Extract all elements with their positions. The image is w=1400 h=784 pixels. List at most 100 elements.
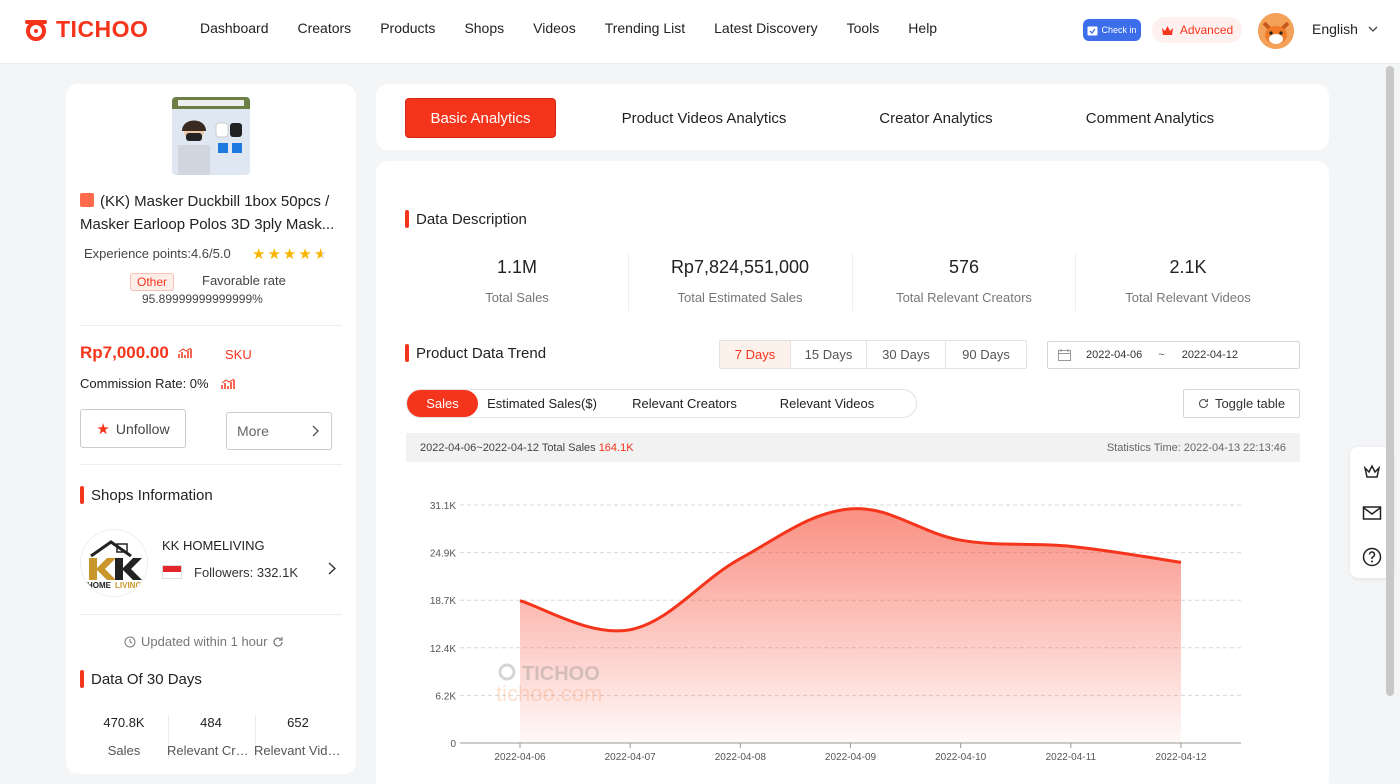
kpi-total-relevant-creators: 576 Total Relevant Creators — [853, 257, 1075, 305]
shops-information-title: Shops Information — [91, 486, 213, 504]
star-icon: ★ — [96, 420, 110, 438]
shop-logo-text-living: LIVING — [115, 581, 142, 590]
mail-icon[interactable] — [1362, 503, 1382, 523]
shop-name[interactable]: KK HOMELIVING — [162, 538, 265, 553]
toggle-table-button[interactable]: Toggle table — [1183, 389, 1300, 418]
day-tab-90[interactable]: 90 Days — [962, 347, 1010, 362]
scrollbar-thumb[interactable] — [1386, 66, 1394, 696]
nav-tools[interactable]: Tools — [846, 20, 880, 36]
kpi-label: Total Relevant Creators — [896, 290, 1032, 305]
x-tick-label: 2022-04-10 — [935, 752, 987, 763]
nav-shops[interactable]: Shops — [464, 20, 505, 36]
data-30-days-title: Data Of 30 Days — [91, 670, 202, 688]
nav-products[interactable]: Products — [380, 20, 436, 36]
tichoo-watermark: TICHOO tichoo.com — [496, 663, 602, 706]
tab-basic-analytics[interactable]: Basic Analytics — [405, 98, 556, 138]
section-accent — [80, 670, 84, 688]
product-price: Rp7,000.00 — [80, 343, 169, 362]
sales-area — [520, 508, 1181, 743]
main-nav: Dashboard Creators Products Shops Videos… — [200, 20, 937, 36]
trend-summary: 2022-04-06~2022-04-12 Total Sales 164.1K — [420, 442, 634, 454]
tichoo-logo[interactable]: TICHOO — [24, 16, 148, 43]
y-tick-label: 18.7K — [430, 596, 456, 607]
stat-label: Relevant Creators — [167, 743, 255, 758]
favorable-rate-label: Favorable rate — [202, 273, 286, 288]
unfollow-button[interactable]: ★ Unfollow — [80, 409, 186, 448]
watermark-domain: tichoo.com — [496, 681, 602, 706]
page-scrollbar[interactable] — [1384, 64, 1396, 784]
nav-videos[interactable]: Videos — [533, 20, 576, 36]
nav-dashboard[interactable]: Dashboard — [200, 20, 269, 36]
kpi-total-relevant-videos: 2.1K Total Relevant Videos — [1077, 257, 1299, 305]
day-tab-30[interactable]: 30 Days — [867, 341, 946, 368]
metric-tab-relevant-videos[interactable]: Relevant Videos — [779, 396, 875, 411]
divider — [1075, 253, 1076, 311]
stat-label: Sales — [107, 743, 141, 758]
more-button[interactable]: More — [226, 412, 332, 450]
x-tick-label: 2022-04-06 — [494, 752, 546, 763]
data-description-heading: Data Description — [405, 210, 527, 228]
divider — [628, 253, 629, 311]
nav-trending-list[interactable]: Trending List — [604, 20, 686, 36]
sales-trend-chart[interactable]: 0 6.2K 12.4K 18.7K 24.9K 31.1K 2022-04-06 2022-… — [376, 481, 1329, 781]
date-separator: ~ — [1158, 349, 1165, 361]
trend-summary-value: 164.1K — [598, 441, 634, 454]
day-tab-15[interactable]: 15 Days — [791, 341, 867, 368]
y-tick-label: 6.2K — [435, 691, 456, 702]
user-avatar[interactable] — [1258, 13, 1294, 49]
nav-latest-discovery[interactable]: Latest Discovery — [714, 20, 818, 36]
metric-tab-estimated-sales[interactable]: Estimated Sales($) — [487, 396, 597, 411]
section-accent — [80, 486, 84, 504]
date-range-picker[interactable]: 2022-04-06 ~ 2022-04-12 — [1047, 341, 1300, 369]
check-in-button[interactable]: Check in — [1083, 19, 1141, 41]
commission-trend-icon[interactable] — [221, 378, 235, 390]
kpi-total-estimated-sales: Rp7,824,551,000 Total Estimated Sales — [629, 257, 851, 305]
kpi-label: Total Sales — [485, 290, 549, 305]
product-data-trend-title: Product Data Trend — [416, 344, 547, 362]
tab-product-videos-analytics[interactable]: Product Videos Analytics — [621, 109, 787, 127]
nav-creators[interactable]: Creators — [297, 20, 352, 36]
sku-link[interactable]: SKU — [225, 347, 252, 362]
language-selector[interactable]: English — [1312, 21, 1378, 37]
stat-label: Relevant Videos — [254, 743, 342, 758]
favorable-rate-value: 95.89999999999999% — [142, 292, 263, 306]
fox-avatar-icon — [1258, 13, 1294, 49]
stat-value: 484 — [200, 715, 222, 730]
stat-relevant-creators: 484 Relevant Creators — [167, 715, 255, 758]
date-start[interactable]: 2022-04-06 — [1086, 349, 1143, 361]
nav-help[interactable]: Help — [908, 20, 938, 36]
shop-detail-chevron-icon[interactable] — [328, 562, 337, 580]
y-tick-label: 0 — [450, 739, 456, 750]
trend-summary-bar: 2022-04-06~2022-04-12 Total Sales 164.1K… — [406, 433, 1300, 462]
advanced-button[interactable]: Advanced — [1152, 17, 1242, 43]
kpi-value: 1.1M — [496, 257, 538, 277]
tab-creator-analytics[interactable]: Creator Analytics — [879, 109, 993, 127]
rating-stars: ★ ★ ★ ★ ★ — [252, 245, 327, 263]
sales-line — [519, 507, 1182, 633]
update-status-text: Updated within 1 hour — [141, 634, 268, 649]
tab-comment-analytics[interactable]: Comment Analytics — [1085, 109, 1215, 127]
metric-tabs: Sales Estimated Sales($) Relevant Creato… — [406, 389, 917, 418]
kpi-label: Total Relevant Videos — [1125, 290, 1251, 305]
analytics-panel: Data Description 1.1M Total Sales Rp7,82… — [376, 161, 1329, 784]
metric-tab-relevant-creators[interactable]: Relevant Creators — [632, 396, 737, 411]
shop-logo[interactable]: HOME LIVING — [80, 529, 148, 597]
help-icon[interactable] — [1362, 547, 1382, 567]
product-data-trend-heading: Product Data Trend — [405, 344, 546, 362]
metric-tab-sales[interactable]: Sales — [407, 390, 478, 417]
star-icon: ★ — [282, 246, 297, 263]
date-end[interactable]: 2022-04-12 — [1181, 349, 1238, 361]
kpi-value: 576 — [948, 257, 980, 277]
divider — [80, 614, 342, 615]
product-image[interactable] — [172, 97, 250, 175]
calendar-check-icon — [1087, 26, 1098, 35]
price-trend-icon[interactable] — [178, 347, 192, 359]
product-title[interactable]: (KK) Masker Duckbill 1box 50pcs / Masker… — [80, 190, 346, 236]
day-tab-7[interactable]: 7 Days — [720, 341, 791, 368]
half-star-icon: ★ — [313, 246, 328, 263]
shop-logo-text-home: HOME — [87, 581, 112, 590]
divider — [80, 464, 342, 465]
refresh-icon[interactable] — [272, 636, 284, 648]
kk-homeliving-logo: HOME LIVING — [87, 540, 142, 590]
crown-icon[interactable] — [1362, 461, 1382, 481]
